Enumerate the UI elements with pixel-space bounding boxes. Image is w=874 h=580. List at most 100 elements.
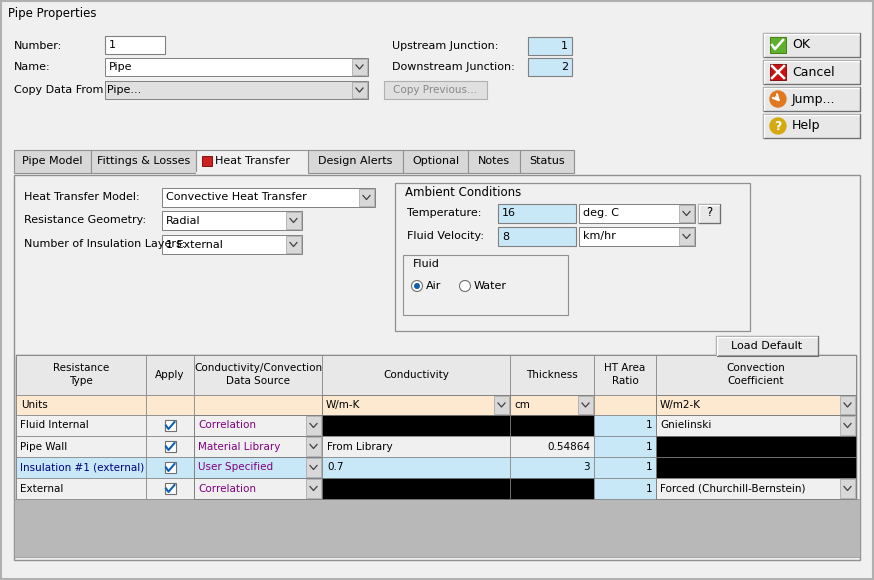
Bar xyxy=(146,478,194,499)
Bar xyxy=(770,64,786,80)
Bar xyxy=(840,479,855,498)
Text: Correlation: Correlation xyxy=(198,420,256,430)
Bar xyxy=(146,415,194,436)
Bar xyxy=(194,395,322,415)
Bar xyxy=(194,415,322,436)
Bar xyxy=(594,457,656,478)
Text: Name:: Name: xyxy=(14,62,51,72)
Text: Number of Insulation Layers:: Number of Insulation Layers: xyxy=(24,239,185,249)
Bar xyxy=(403,255,568,315)
Text: 1: 1 xyxy=(645,462,652,473)
Text: Forced (Churchill-Bernstein): Forced (Churchill-Bernstein) xyxy=(660,484,806,494)
Bar xyxy=(510,478,594,499)
Bar xyxy=(770,37,786,53)
Bar xyxy=(656,457,856,478)
Bar xyxy=(594,355,656,395)
Text: Pipe Wall: Pipe Wall xyxy=(20,441,67,451)
Bar xyxy=(162,235,302,254)
Bar xyxy=(164,483,176,494)
Bar xyxy=(286,236,301,253)
Text: Insulation #1 (external): Insulation #1 (external) xyxy=(20,462,144,473)
Bar xyxy=(384,81,487,99)
Bar xyxy=(162,188,375,207)
Text: Convection: Convection xyxy=(726,363,786,373)
Text: Jump...: Jump... xyxy=(792,92,836,106)
Bar xyxy=(16,355,856,499)
Text: Fluid Velocity:: Fluid Velocity: xyxy=(407,231,484,241)
Bar xyxy=(510,457,594,478)
Bar xyxy=(656,355,856,395)
Text: Optional: Optional xyxy=(412,157,459,166)
Bar xyxy=(656,478,856,499)
Text: Help: Help xyxy=(792,119,821,132)
Bar xyxy=(105,36,165,54)
Bar xyxy=(16,457,146,478)
Text: Heat Transfer: Heat Transfer xyxy=(215,157,290,166)
Bar xyxy=(594,436,656,457)
Bar xyxy=(286,212,301,229)
Bar xyxy=(146,355,194,395)
Text: Design Alerts: Design Alerts xyxy=(318,157,392,166)
Text: Number:: Number: xyxy=(14,41,62,51)
Bar xyxy=(528,58,572,76)
Bar xyxy=(16,395,146,415)
Text: Type: Type xyxy=(69,376,93,386)
Text: User Specified: User Specified xyxy=(198,462,273,473)
Text: Gnielinski: Gnielinski xyxy=(660,420,711,430)
Text: Material Library: Material Library xyxy=(198,441,281,451)
Bar xyxy=(679,228,694,245)
Bar xyxy=(322,457,510,478)
Bar xyxy=(322,478,510,499)
Text: Radial: Radial xyxy=(166,216,201,226)
Text: From Library: From Library xyxy=(327,441,392,451)
Text: Resistance Geometry:: Resistance Geometry: xyxy=(24,215,146,225)
Bar xyxy=(306,437,321,456)
Text: 8: 8 xyxy=(502,231,510,241)
Bar xyxy=(528,37,572,55)
Bar xyxy=(679,205,694,222)
Bar xyxy=(322,436,510,457)
Text: Units: Units xyxy=(21,400,48,410)
Bar xyxy=(306,458,321,477)
Bar xyxy=(164,462,176,473)
Bar xyxy=(306,416,321,435)
Text: Copy Data From Pipe...: Copy Data From Pipe... xyxy=(14,85,142,95)
Bar xyxy=(763,114,860,138)
Text: Status: Status xyxy=(529,157,565,166)
Bar xyxy=(194,436,322,457)
Text: Thickness: Thickness xyxy=(526,370,578,380)
Bar xyxy=(594,415,656,436)
Bar xyxy=(105,58,368,76)
Bar xyxy=(763,87,860,111)
Bar xyxy=(656,436,856,457)
Text: Water: Water xyxy=(474,281,507,291)
Bar xyxy=(14,499,860,557)
Text: Downstream Junction:: Downstream Junction: xyxy=(392,62,515,72)
Bar xyxy=(322,395,510,415)
Bar xyxy=(322,355,510,395)
Bar xyxy=(16,436,146,457)
Text: Conductivity: Conductivity xyxy=(383,370,449,380)
Text: Heat Transfer Model:: Heat Transfer Model: xyxy=(24,192,140,202)
Text: 1: 1 xyxy=(561,41,568,51)
Text: OK: OK xyxy=(792,38,810,52)
Text: Coefficient: Coefficient xyxy=(728,376,784,386)
Bar xyxy=(14,175,860,560)
Bar xyxy=(16,355,146,395)
Text: cm: cm xyxy=(514,400,530,410)
Text: Temperature:: Temperature: xyxy=(407,208,482,218)
Text: 1: 1 xyxy=(109,40,116,50)
Bar xyxy=(578,396,593,414)
Text: 1: 1 xyxy=(645,484,652,494)
Bar xyxy=(395,183,750,331)
Bar xyxy=(840,416,855,435)
Bar xyxy=(510,395,594,415)
Text: W/m2-K: W/m2-K xyxy=(660,400,701,410)
Bar xyxy=(16,478,146,499)
Circle shape xyxy=(770,118,786,134)
Circle shape xyxy=(770,91,786,107)
Circle shape xyxy=(460,281,470,292)
Bar xyxy=(579,227,695,246)
Bar xyxy=(594,478,656,499)
Text: Ambient Conditions: Ambient Conditions xyxy=(405,186,521,198)
